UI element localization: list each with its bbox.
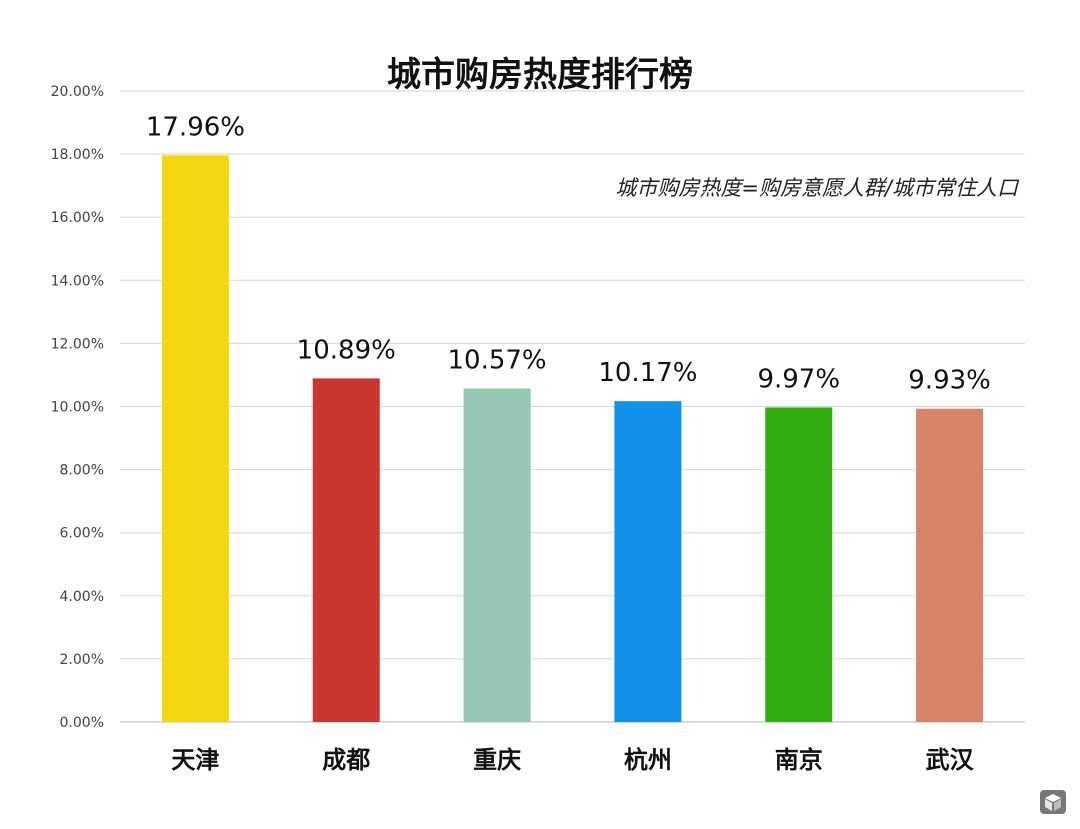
bars	[161, 155, 984, 722]
x-category-label: 武汉	[926, 746, 975, 774]
x-category-label: 杭州	[624, 746, 672, 774]
bar-value-label: 10.57%	[448, 346, 547, 376]
cube-logo-icon	[1040, 790, 1066, 814]
bar-value-label: 9.93%	[908, 366, 991, 396]
bar-value-label: 17.96%	[146, 112, 245, 142]
y-tick-label: 10.00%	[51, 400, 104, 416]
grid-lines	[120, 90, 1025, 723]
y-tick-label: 8.00%	[60, 463, 104, 479]
x-category-label: 成都	[322, 746, 370, 774]
bar	[614, 401, 682, 722]
bar	[312, 378, 380, 722]
y-tick-label: 20.00%	[51, 84, 104, 100]
bar-value-label: 10.89%	[297, 335, 396, 365]
y-tick-label: 4.00%	[60, 589, 104, 605]
y-tick-label: 12.00%	[51, 336, 104, 352]
y-tick-label: 14.00%	[51, 273, 104, 289]
bar	[916, 408, 984, 722]
y-tick-label: 18.00%	[51, 147, 104, 163]
y-tick-label: 2.00%	[60, 652, 104, 668]
bar	[463, 388, 531, 722]
value-labels: 17.96% 10.89% 10.57% 10.17% 9.97% 9.93%	[146, 112, 991, 395]
y-tick-label: 0.00%	[60, 715, 104, 731]
x-category-label: 天津	[171, 746, 219, 774]
chart-annotation: 城市购房热度=购房意愿人群/城市常住人口	[615, 176, 1020, 200]
y-axis-ticks: 0.00% 2.00% 4.00% 6.00% 8.00% 10.00% 12.00% 14.…	[51, 84, 104, 731]
chart-title: 城市购房热度排行榜	[387, 55, 693, 95]
y-tick-label: 16.00%	[51, 210, 104, 226]
bar-value-label: 9.97%	[757, 364, 840, 394]
y-tick-label: 6.00%	[60, 526, 104, 542]
bar	[161, 155, 229, 722]
bar	[765, 407, 833, 722]
x-category-label: 南京	[775, 746, 823, 774]
bar-value-label: 10.17%	[598, 358, 697, 388]
x-axis-categories: 天津 成都 重庆 杭州 南京 武汉	[171, 746, 974, 774]
x-category-label: 重庆	[473, 746, 521, 774]
